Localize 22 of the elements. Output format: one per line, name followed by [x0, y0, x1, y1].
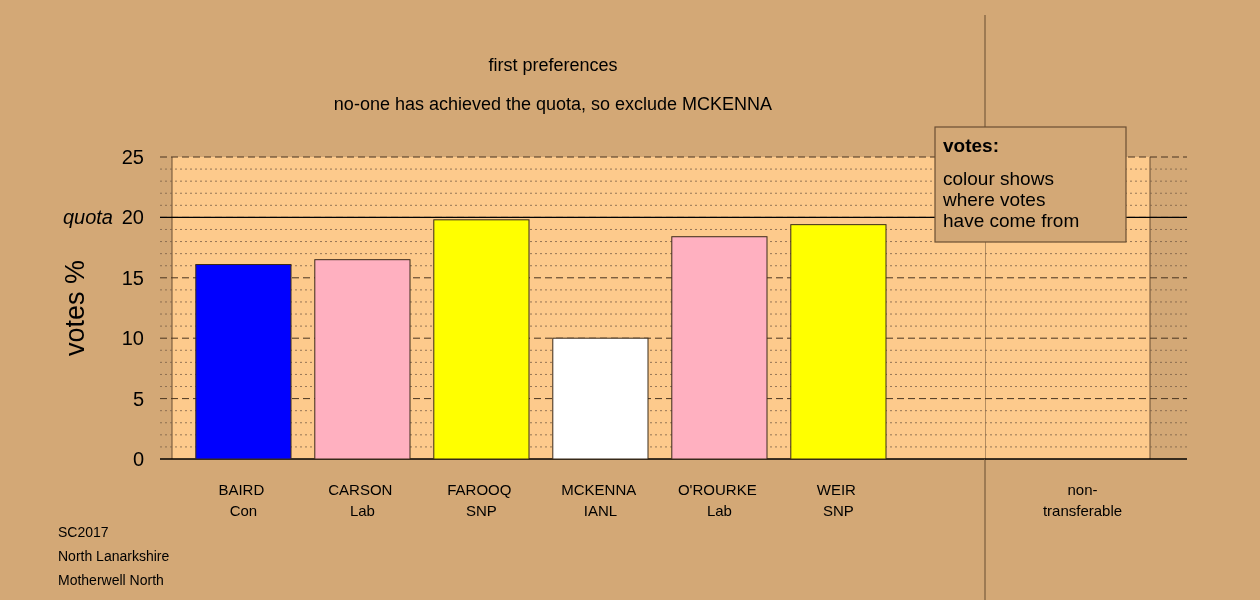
x-tick-label: CARSON Lab [328, 481, 397, 519]
x-tick-label: O'ROURKE Lab [677, 481, 761, 519]
y-axis-title: votes % [60, 259, 90, 357]
y-tick-label: 25 [121, 146, 144, 168]
y-tick-label: 0 [132, 448, 144, 470]
y-tick-label: 20 [121, 206, 144, 229]
x-tick-label: BAIRD Con [218, 481, 269, 519]
y-tick-label: 5 [132, 387, 144, 410]
ref-line-label: quota [62, 206, 113, 229]
chart-subtitle: no-one has achieved the quota, so exclude MCKENNA [333, 94, 773, 114]
x-tick-label: WEIR SNP [816, 481, 861, 519]
y-tick-label: 15 [121, 266, 144, 289]
annotation: colour shows where votes have come from [942, 168, 1080, 231]
text: SC2017 [58, 524, 109, 540]
y-tick-label: 10 [121, 327, 144, 350]
x-tick-label: FAROOQ SNP [447, 481, 516, 519]
x-tick-label: MCKENNA IANL [561, 481, 640, 519]
text: North Lanarkshire [58, 548, 170, 564]
text: votes: [943, 135, 999, 156]
chart-title: first preferences [488, 55, 618, 75]
x-tick-label: non-transferable [1042, 481, 1123, 519]
text: Motherwell North [58, 572, 164, 588]
